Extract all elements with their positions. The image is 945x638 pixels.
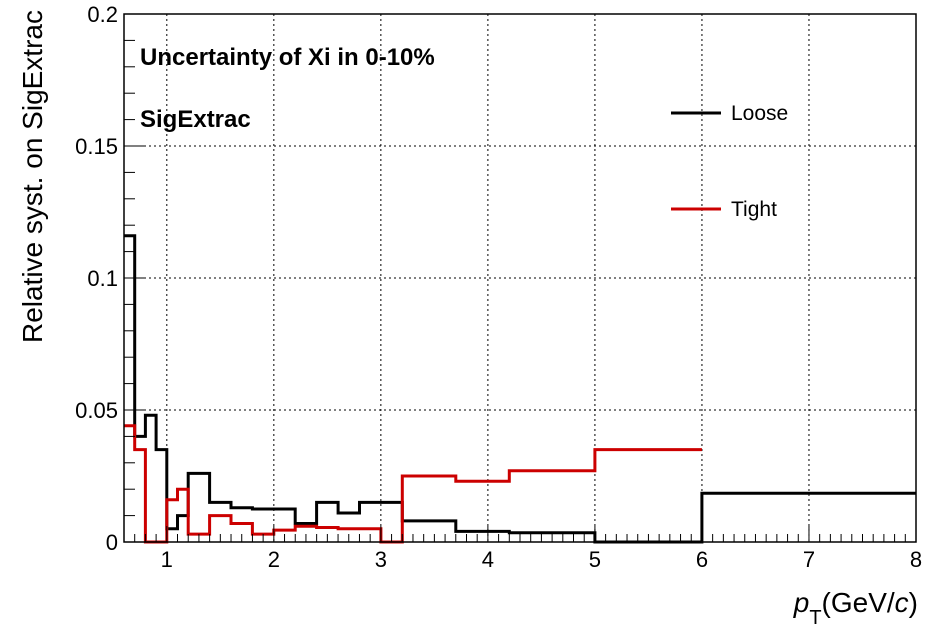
x-tick-label: 1 (161, 547, 173, 572)
x-axis-unit-suffix: ) (909, 587, 918, 618)
x-tick-label: 6 (696, 547, 708, 572)
legend: Loose Tight (671, 102, 788, 221)
x-tick-label: 7 (803, 547, 815, 572)
y-axis-label: Relative syst. on SigExtrac (17, 10, 48, 343)
x-axis-label: pT(GeV/c) (793, 587, 918, 629)
grid (124, 14, 916, 542)
annotation-subtitle: SigExtrac (140, 106, 251, 133)
x-axis-subscript: T (809, 607, 821, 629)
annotation-title: Uncertainty of Xi in 0-10% (140, 44, 435, 71)
x-tick-label: 3 (375, 547, 387, 572)
y-tick-label: 0.1 (87, 266, 118, 291)
legend-label-loose: Loose (731, 102, 788, 125)
x-axis-unit-italic: c (895, 587, 909, 618)
y-tick-label: 0 (106, 530, 118, 555)
x-tick-label: 8 (910, 547, 922, 572)
y-tick-label: 0.05 (75, 398, 118, 423)
series-layer (124, 234, 916, 544)
y-tick-label: 0.15 (75, 134, 118, 159)
x-tick-label: 2 (268, 547, 280, 572)
legend-label-tight: Tight (731, 198, 777, 221)
x-axis-symbol: p (793, 587, 810, 618)
series-loose-line (124, 234, 916, 544)
x-tick-label: 5 (589, 547, 601, 572)
y-tick-label: 0.2 (87, 2, 118, 27)
x-tick-label: 4 (482, 547, 494, 572)
axis-ticks: 1 2 3 4 5 6 7 8 0 0.05 0.1 0.15 0.2 (75, 2, 922, 572)
x-axis-unit-prefix: (GeV/ (822, 587, 895, 618)
